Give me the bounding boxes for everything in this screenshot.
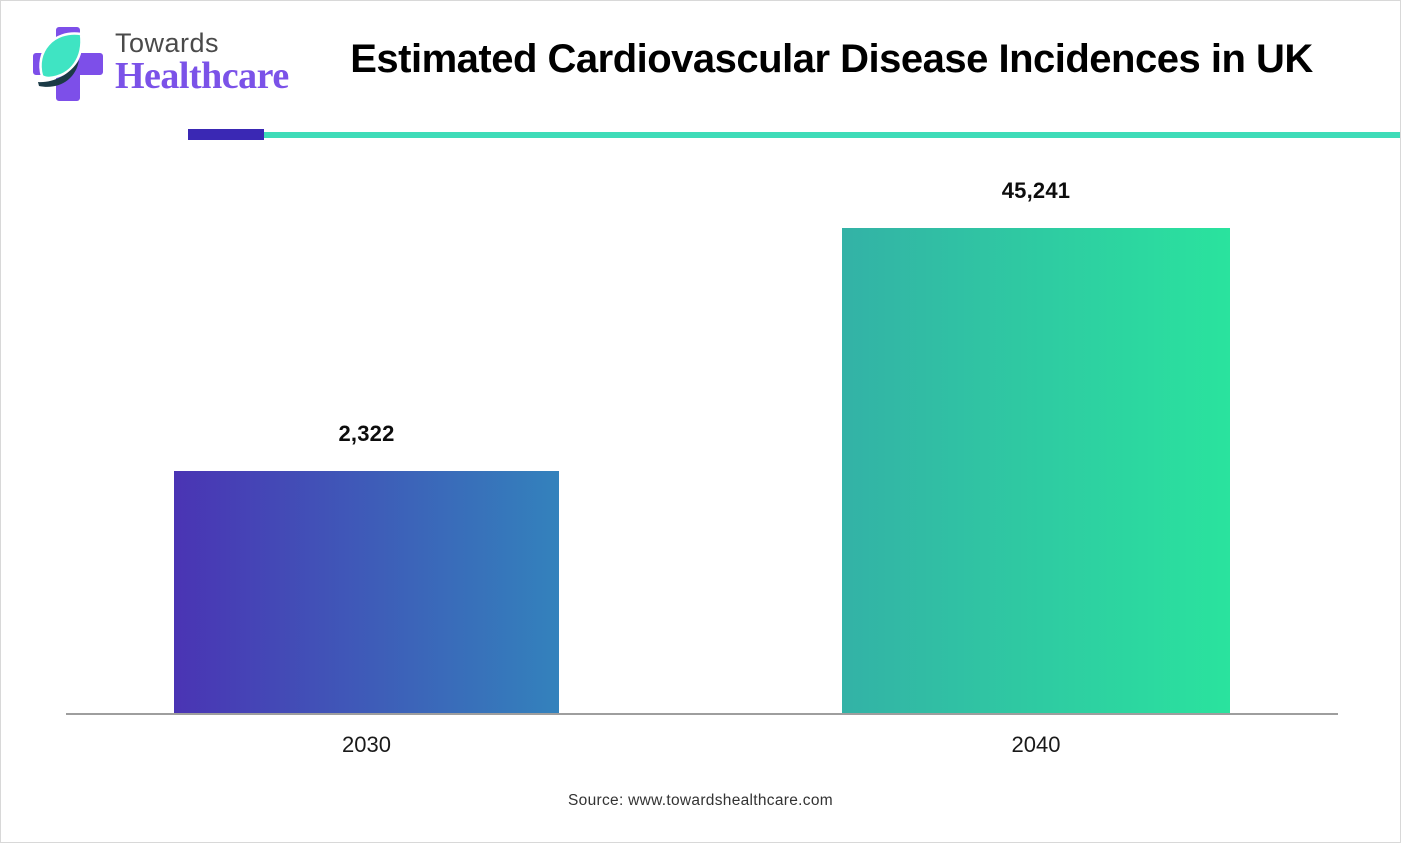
bar-group-2030: 2,322 xyxy=(174,421,559,714)
brand-wordmark: Towards Healthcare xyxy=(115,28,289,98)
divider-accent-bar xyxy=(188,129,264,140)
brand-logo: Towards Healthcare xyxy=(29,23,289,101)
bar-2040 xyxy=(842,228,1230,714)
x-axis-line xyxy=(66,713,1338,715)
brand-name-towards: Towards xyxy=(115,28,220,58)
brand-name-healthcare: Healthcare xyxy=(115,55,289,98)
chart-title: Estimated Cardiovascular Disease Inciden… xyxy=(350,37,1313,81)
divider-line xyxy=(264,132,1400,138)
healthcare-cross-leaf-icon xyxy=(33,27,103,101)
bar-value-label-2040: 45,241 xyxy=(1001,178,1071,203)
bar-value-label-2030: 2,322 xyxy=(338,421,395,446)
bar-chart: 2,322 45,241 xyxy=(1,1,1400,714)
bar-2030 xyxy=(174,471,559,714)
x-axis-label-2030: 2030 xyxy=(342,732,391,757)
x-axis-label-2040: 2040 xyxy=(1011,732,1061,757)
bar-group-2040: 45,241 xyxy=(842,178,1230,714)
source-text: Source: www.towardshealthcare.com xyxy=(568,792,833,809)
